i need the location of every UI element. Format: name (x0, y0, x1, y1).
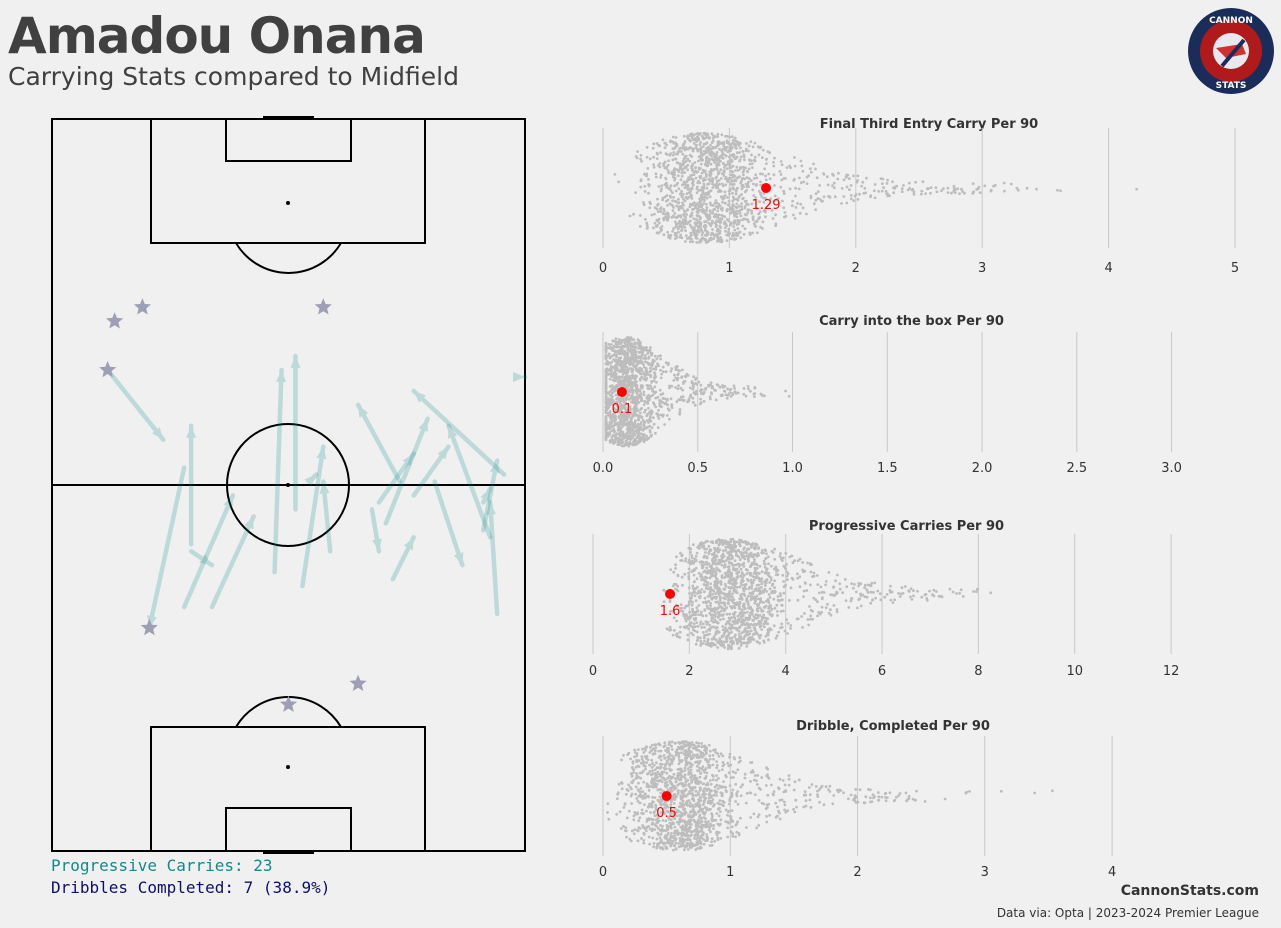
x-tick-label: 10 (1066, 664, 1083, 679)
x-tick-label: 0 (589, 664, 597, 679)
top-penalty-spot (286, 201, 290, 205)
completed-dribbles (99, 298, 367, 712)
x-tick-label: 3 (978, 261, 986, 276)
carry-arrow (432, 479, 465, 568)
beeswarm-4: Dribble, Completed Per 90 0 1 2 3 4 0.5 (599, 719, 1116, 880)
x-tick-label: 0 (599, 865, 607, 880)
cannonstats-logo: CANNON STATS (1188, 8, 1274, 94)
carry-arrow (376, 451, 416, 505)
pitch-map (51, 116, 528, 854)
x-tick-label: 8 (974, 664, 982, 679)
logo-top-text: CANNON (1209, 16, 1253, 26)
x-tick-label: 0.5 (687, 461, 708, 476)
legend-progressive-carries: Progressive Carries: 23 (51, 856, 273, 875)
beeswarm-title: Dribble, Completed Per 90 (796, 719, 990, 734)
carry-arrow (355, 402, 403, 484)
x-tick-label: 3.0 (1161, 461, 1182, 476)
carry-arrow (272, 367, 287, 575)
player-marker (761, 183, 772, 193)
x-tick-label: 12 (1163, 664, 1180, 679)
population-dots (613, 131, 1138, 244)
beeswarm-title: Final Third Entry Carry Per 90 (820, 117, 1038, 132)
x-tick-label: 4 (1104, 261, 1112, 276)
x-tick-label: 2.5 (1066, 461, 1087, 476)
population-dots (604, 336, 791, 448)
population-dots (662, 537, 993, 651)
player-value-label: 1.29 (752, 198, 781, 213)
legend-dribbles-completed: Dribbles Completed: 7 (38.9%) (51, 878, 331, 897)
x-tick-label: 0 (599, 261, 607, 276)
page-subtitle: Carrying Stats compared to Midfield (8, 62, 459, 91)
dribble-star (106, 312, 124, 329)
carry-arrow (513, 371, 528, 382)
carry-arrow (446, 423, 493, 540)
carry-arrow (147, 465, 187, 631)
footer-source: Data via: Opta | 2023-2024 Premier Leagu… (996, 906, 1259, 920)
dribble-star (99, 361, 117, 378)
carry-arrow (480, 486, 493, 505)
carry-arrow (186, 423, 197, 547)
footer-site: CannonStats.com (1120, 883, 1259, 899)
beeswarm-title: Progressive Carries Per 90 (809, 519, 1004, 534)
x-tick-label: 2 (853, 865, 861, 880)
x-tick-label: 4 (1108, 865, 1116, 880)
carry-arrow (209, 514, 256, 610)
x-tick-label: 2.0 (972, 461, 993, 476)
x-tick-label: 1 (725, 261, 733, 276)
bottom-six-yard-box (225, 807, 352, 852)
top-six-yard-box (225, 118, 352, 162)
carry-arrow (290, 353, 301, 512)
carry-arrow (369, 507, 382, 554)
beeswarm-1: Final Third Entry Carry Per 90 0 1 2 3 4 5 1.29 (599, 117, 1239, 276)
beeswarm-charts: Final Third Entry Carry Per 900 1 2 3 4 51.29… (589, 117, 1239, 880)
x-tick-label: 5 (1231, 261, 1239, 276)
dribble-star (133, 298, 151, 315)
bottom-penalty-box (150, 726, 426, 852)
player-marker (661, 791, 672, 801)
bottom-penalty-spot (286, 765, 290, 769)
x-tick-label: 6 (878, 664, 886, 679)
player-marker (665, 589, 676, 599)
carry-arrow (105, 367, 166, 442)
x-tick-label: 3 (981, 865, 989, 880)
carry-arrow (319, 479, 333, 554)
beeswarm-2: Carry into the box Per 90 0.0 0.5 1.0 1.5 2.0… (593, 314, 1182, 476)
carry-arrow (188, 548, 215, 568)
x-tick-label: 1.5 (877, 461, 898, 476)
dribble-star (349, 674, 367, 691)
carry-arrow (411, 388, 507, 477)
player-marker (616, 387, 627, 397)
logo-bottom-text: STATS (1216, 81, 1247, 91)
player-value-label: 0.1 (612, 402, 633, 417)
centre-spot (286, 483, 290, 487)
beeswarm-title: Carry into the box Per 90 (819, 314, 1004, 329)
beeswarm-3: Progressive Carries Per 90 0 2 4 6 8 10 12 1.6 (589, 519, 1180, 679)
x-tick-label: 0.0 (593, 461, 614, 476)
player-value-label: 0.5 (656, 806, 677, 821)
dribble-star (279, 695, 298, 712)
population-dots (606, 740, 1054, 852)
x-tick-label: 1.0 (782, 461, 803, 476)
top-penalty-arc (235, 242, 342, 274)
top-penalty-box (150, 118, 426, 244)
carry-arrow (181, 493, 236, 610)
dribble-star (314, 298, 332, 315)
carry-arrow (390, 535, 416, 582)
carry-arrow (304, 472, 319, 487)
x-tick-label: 2 (685, 664, 693, 679)
carry-arrow (411, 444, 451, 498)
player-value-label: 1.6 (660, 604, 681, 619)
x-tick-label: 4 (782, 664, 790, 679)
centre-circle (226, 423, 350, 547)
progressive-carries (105, 353, 528, 631)
carry-arrow (485, 500, 500, 617)
carry-arrow (383, 416, 430, 526)
carry-arrow (481, 458, 500, 533)
carry-arrow (300, 444, 327, 589)
page-title: Amadou Onana (8, 7, 426, 65)
pitch-markings (51, 116, 526, 854)
x-tick-label: 2 (852, 261, 860, 276)
x-tick-label: 1 (726, 865, 734, 880)
dribble-star (140, 618, 158, 636)
